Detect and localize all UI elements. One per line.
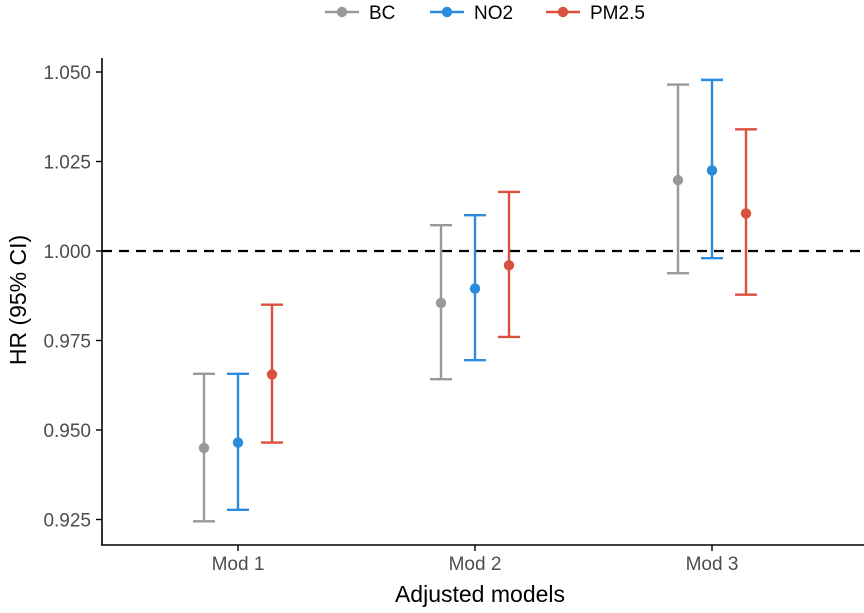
point-estimate bbox=[706, 165, 718, 176]
errorbar-no2-1 bbox=[227, 372, 249, 512]
y-tick-label: 1.000 bbox=[43, 242, 91, 263]
errorbar-bc-3 bbox=[667, 83, 689, 275]
y-tick-label: 1.050 bbox=[43, 63, 91, 84]
errorbar-pm25-1 bbox=[261, 303, 283, 444]
errorbar-bc-2 bbox=[430, 224, 452, 381]
point-estimate bbox=[672, 174, 684, 186]
legend-item-pm25: PM2.5 bbox=[546, 3, 645, 24]
errorbar-pm25-3 bbox=[735, 128, 757, 296]
legend-label: NO2 bbox=[474, 3, 513, 24]
errorbar-bc-1 bbox=[193, 372, 215, 523]
legend-item-no2: NO2 bbox=[430, 3, 513, 24]
y-axis-title: HR (95% CI) bbox=[5, 235, 31, 365]
legend-label: BC bbox=[369, 3, 395, 24]
errorbar-no2-3 bbox=[701, 78, 723, 260]
point-estimate bbox=[435, 297, 447, 309]
point-estimate bbox=[740, 208, 752, 219]
point-estimate bbox=[232, 437, 244, 448]
point-estimate bbox=[198, 442, 210, 454]
series-marks bbox=[193, 78, 757, 523]
errorbar-pm25-2 bbox=[498, 190, 520, 339]
errorbar-no2-2 bbox=[464, 213, 486, 362]
point-estimate bbox=[266, 369, 278, 380]
y-tick-label: 0.950 bbox=[43, 421, 91, 442]
x-tick-label: Mod 3 bbox=[686, 554, 739, 575]
point-estimate bbox=[503, 260, 515, 271]
x-tick-label: Mod 1 bbox=[212, 554, 265, 575]
x-tick-label: Mod 2 bbox=[449, 554, 502, 575]
legend-key-point bbox=[441, 6, 453, 18]
legend-label: PM2.5 bbox=[590, 3, 645, 24]
legend-key-point bbox=[557, 6, 569, 18]
legend-item-bc: BC bbox=[325, 3, 395, 24]
point-estimate bbox=[469, 283, 481, 294]
y-tick-label: 0.975 bbox=[43, 332, 91, 353]
y-tick-label: 0.925 bbox=[43, 511, 91, 532]
x-axis-title: Adjusted models bbox=[395, 581, 565, 607]
x-axis-ticks: Mod 1 Mod 2 Mod 3 bbox=[212, 545, 739, 575]
y-axis-ticks: 0.925 0.950 0.975 1.000 1.025 1.050 bbox=[43, 63, 102, 532]
legend-key-point bbox=[336, 6, 348, 18]
legend: BC NO2 PM2.5 bbox=[325, 3, 645, 24]
y-tick-label: 1.025 bbox=[43, 153, 91, 174]
